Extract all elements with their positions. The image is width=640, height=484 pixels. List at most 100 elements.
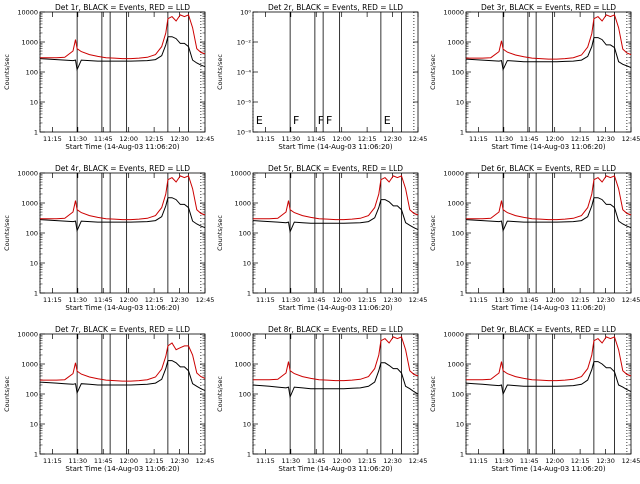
panel-9-xtick-label: 11:30	[494, 457, 513, 465]
panel-5-xlabel: Start Time (14-Aug-03 11:06:20)	[278, 304, 392, 312]
panel-2-vline-label: E	[384, 114, 391, 127]
panel-5-ytick-label: 10000	[230, 170, 251, 178]
panel-6-xtick-label: 11:15	[469, 296, 488, 304]
panel-2-ytick-label: 10⁰	[240, 9, 251, 17]
panel-2-xtick-label: 12:30	[383, 135, 402, 143]
panel-8-xtick-label: 12:45	[409, 457, 428, 465]
panel-1-ylabel: Counts/sec	[3, 54, 11, 90]
panel-3-xtick-label: 12:30	[596, 135, 615, 143]
panel-8-xtick-label: 11:45	[307, 457, 326, 465]
panel-2-vline-label: F	[318, 114, 324, 127]
panel-5-xtick-label: 12:15	[358, 296, 377, 304]
panel-1-ytick-label: 100	[26, 69, 38, 77]
panel-5-xtick-label: 11:30	[281, 296, 300, 304]
panel-6-title: Det 6r, BLACK = Events, RED = LLD	[481, 164, 616, 173]
panel-4-xtick-label: 12:45	[196, 296, 215, 304]
panel-9-ytick-label: 10000	[443, 331, 464, 339]
panel-7-ytick-label: 10	[30, 421, 38, 429]
panel-9-title: Det 9r, BLACK = Events, RED = LLD	[481, 325, 616, 334]
panel-9-xtick-label: 11:45	[520, 457, 539, 465]
panel-7-ytick-label: 1	[34, 451, 38, 459]
panel-3-xtick-label: 11:45	[520, 135, 539, 143]
panel-1-ytick-label: 1000	[21, 39, 38, 47]
panel-1-axes-frame	[39, 11, 206, 133]
panel-2-xtick-label: 12:00	[332, 135, 351, 143]
panel-9-xtick-label: 12:30	[596, 457, 615, 465]
panel-4-xtick-label: 12:00	[119, 296, 138, 304]
panel-1-xtick-label: 11:15	[43, 135, 62, 143]
panel-2-xlabel: Start Time (14-Aug-03 11:06:20)	[278, 143, 392, 151]
panel-6-ytick-label: 100	[452, 230, 464, 238]
panel-4-title: Det 4r, BLACK = Events, RED = LLD	[55, 164, 190, 173]
panel-4-ytick-label: 1000	[21, 200, 38, 208]
panel-4-xtick-label: 12:30	[170, 296, 189, 304]
panel-9-ytick-label: 1	[460, 451, 464, 459]
panel-7-xtick-label: 12:00	[119, 457, 138, 465]
panel-7-series-lld	[40, 342, 206, 382]
panel-2-xtick-label: 12:15	[358, 135, 377, 143]
panel-4-axes-frame	[39, 172, 206, 294]
panel-2-ytick-label: 10⁻⁸	[237, 129, 252, 137]
panel-9-xtick-label: 11:15	[469, 457, 488, 465]
panel-9-ylabel: Counts/sec	[429, 376, 437, 412]
panel-8-series-lld	[253, 336, 419, 382]
panel-6-ytick-label: 1000	[447, 200, 464, 208]
panel-5-xtick-label: 11:45	[307, 296, 326, 304]
panel-5-series-lld	[253, 175, 419, 221]
panel-8-ylabel: Counts/sec	[216, 376, 224, 412]
panel-6-xtick-label: 11:30	[494, 296, 513, 304]
panel-9-xtick-label: 12:00	[545, 457, 564, 465]
panel-1-xtick-label: 12:30	[170, 135, 189, 143]
panel-3-ytick-label: 100	[452, 69, 464, 77]
panel-1-series-events	[39, 36, 206, 72]
panel-1-ytick-label: 10	[30, 99, 38, 107]
panel-4-ytick-label: 10000	[17, 170, 38, 178]
panel-3-xtick-label: 12:45	[622, 135, 640, 143]
panel-1-xtick-label: 12:45	[196, 135, 215, 143]
panel-8-title: Det 8r, BLACK = Events, RED = LLD	[268, 325, 403, 334]
panel-3-ytick-label: 1	[460, 129, 464, 137]
panel-5-ytick-label: 1000	[234, 200, 251, 208]
panel-1-xlabel: Start Time (14-Aug-03 11:06:20)	[65, 143, 179, 151]
panel-4-series-lld	[40, 175, 206, 221]
panel-9-xlabel: Start Time (14-Aug-03 11:06:20)	[491, 465, 605, 473]
panel-8-xtick-label: 11:15	[256, 457, 275, 465]
panel-4-ytick-label: 1	[34, 290, 38, 298]
panel-7-xtick-label: 11:45	[94, 457, 113, 465]
panel-2-xtick-label: 11:30	[281, 135, 300, 143]
panel-8-xtick-label: 12:15	[358, 457, 377, 465]
panel-8-series-events	[252, 362, 419, 399]
panel-4-xtick-label: 11:15	[43, 296, 62, 304]
panel-6-xtick-label: 12:30	[596, 296, 615, 304]
panel-1-xtick-label: 12:00	[119, 135, 138, 143]
panel-1-title: Det 1r, BLACK = Events, RED = LLD	[55, 3, 190, 12]
panel-5-title: Det 5r, BLACK = Events, RED = LLD	[268, 164, 403, 173]
panel-7-xtick-label: 12:15	[145, 457, 164, 465]
panel-4-ytick-label: 100	[26, 230, 38, 238]
panel-3-xlabel: Start Time (14-Aug-03 11:06:20)	[491, 143, 605, 151]
panel-6-ytick-label: 1	[460, 290, 464, 298]
panel-3-series-lld	[466, 14, 632, 60]
panel-4-xtick-label: 12:15	[145, 296, 164, 304]
panel-4-series-events	[39, 197, 206, 233]
panel-9-ytick-label: 10	[456, 421, 464, 429]
panel-2-vline-label: E	[256, 114, 263, 127]
panel-4-xtick-label: 11:45	[94, 296, 113, 304]
panel-8-xtick-label: 12:00	[332, 457, 351, 465]
panel-2-ytick-label: 10⁻⁴	[237, 69, 252, 77]
panel-8-axes-frame	[252, 333, 419, 455]
panel-1-series-lld	[40, 14, 206, 60]
panel-3-ytick-label: 10000	[443, 9, 464, 17]
panel-7-xlabel: Start Time (14-Aug-03 11:06:20)	[65, 465, 179, 473]
panel-8-ytick-label: 1	[247, 451, 251, 459]
panel-3-xtick-label: 12:00	[545, 135, 564, 143]
panel-9-xtick-label: 12:45	[622, 457, 640, 465]
panel-8-xlabel: Start Time (14-Aug-03 11:06:20)	[278, 465, 392, 473]
panel-6-series-lld	[466, 175, 632, 221]
panel-5-xtick-label: 12:00	[332, 296, 351, 304]
panel-1-ytick-label: 1	[34, 129, 38, 137]
panel-6-ytick-label: 10	[456, 260, 464, 268]
panel-7-ytick-label: 10000	[17, 331, 38, 339]
